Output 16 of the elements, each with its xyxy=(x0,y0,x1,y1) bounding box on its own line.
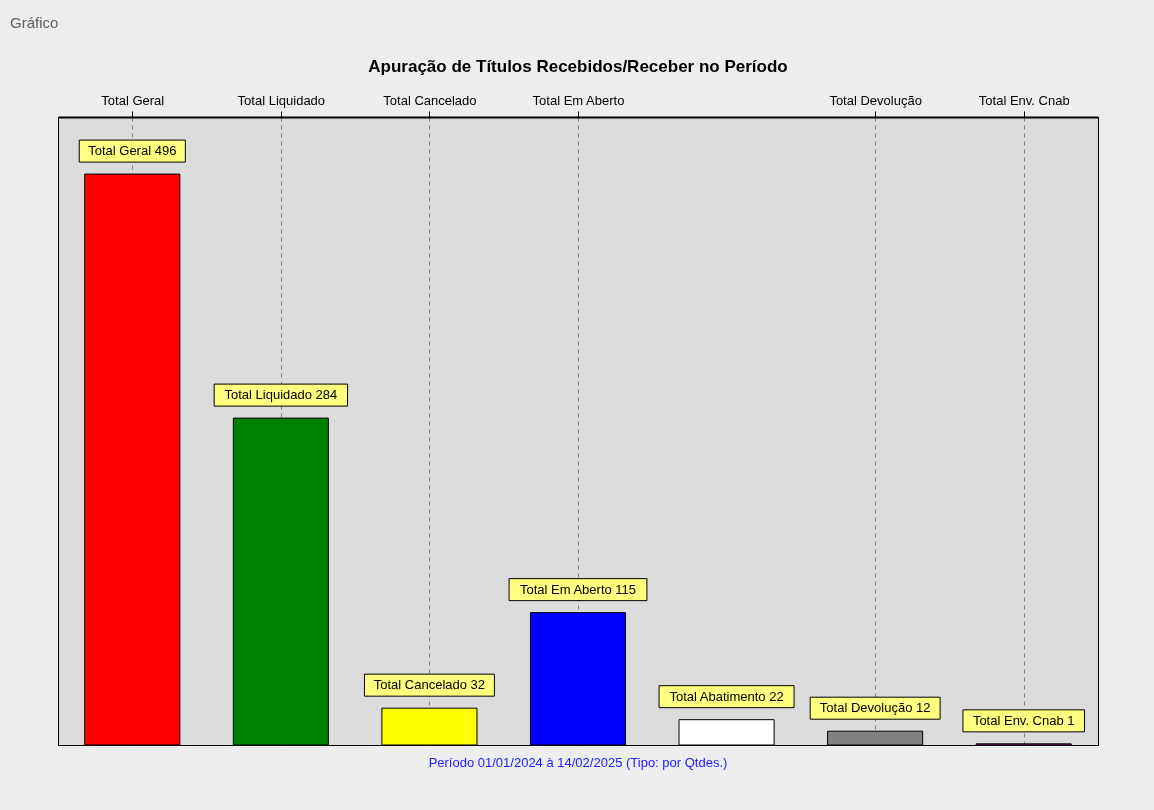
x-tick-label: Total Devolução xyxy=(829,92,922,108)
text: Período 01/01/2024 à 14/02/2025 (Tipo: por Qtdes.) xyxy=(428,755,728,770)
data-label: Total Liquidado 284 xyxy=(224,387,338,403)
data-label: Total Geral 496 xyxy=(88,143,177,159)
x-tick-label: Total Liquidado xyxy=(237,92,326,108)
data-label: Total Devolução 12 xyxy=(819,700,931,716)
x-tick-label: Total Cancelado xyxy=(383,92,477,108)
x-tick-label: Total Geral xyxy=(101,92,165,108)
x-tick-label: Total Env. Cnab xyxy=(978,92,1070,108)
data-label: Total Em Aberto 115 xyxy=(519,581,637,597)
data-label: Total Cancelado 32 xyxy=(373,677,486,693)
x-tick-label: Total Em Aberto xyxy=(532,92,625,108)
chart-title: Apuração de Títulos Recebidos/Receber no Período xyxy=(368,57,788,76)
text: Gráfico xyxy=(10,14,59,31)
data-label: Total Env. Cnab 1 xyxy=(972,712,1075,728)
data-label: Total Abatimento 22 xyxy=(669,688,784,704)
